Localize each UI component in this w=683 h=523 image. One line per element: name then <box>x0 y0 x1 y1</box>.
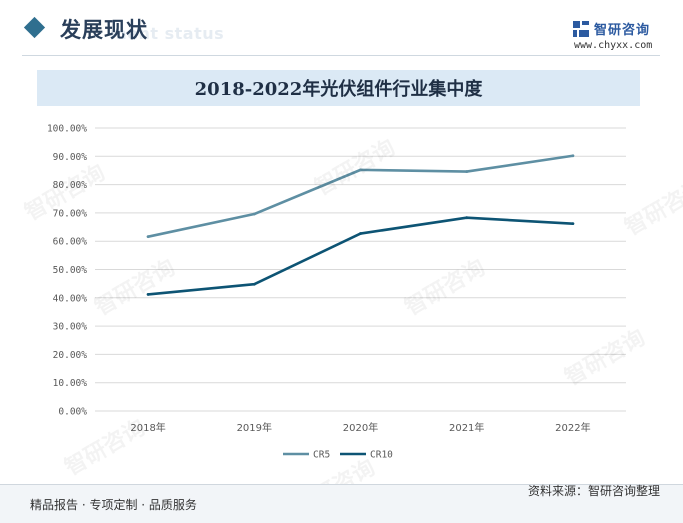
x-tick-label: 2019年 <box>237 421 272 434</box>
y-tick-label: 50.00% <box>53 265 88 276</box>
brand-logo: 智研咨询 <box>572 19 650 38</box>
legend-label-cr5: CR5 <box>313 450 330 461</box>
data-point-cr5 <box>359 168 362 172</box>
data-point-cr5 <box>252 212 256 216</box>
data-point-cr5 <box>465 170 469 173</box>
line-chart: 0.00% 10.00% 20.00% 30.00% 40.00% 50.00% 60.00… <box>47 124 626 461</box>
section-subtitle: ment status <box>110 24 225 43</box>
footer-bar <box>0 485 683 523</box>
x-tick-label: 2021年 <box>449 421 484 434</box>
y-tick-label: 80.00% <box>53 180 88 191</box>
x-tick-label: 2018年 <box>130 421 165 434</box>
y-tick-label: 90.00% <box>53 152 88 163</box>
data-point-cr5 <box>146 235 150 239</box>
footer-tagline: 精品报告 · 专项定制 · 品质服务 <box>30 498 197 512</box>
logo-url: www.chyxx.com <box>574 40 653 51</box>
y-tick-label: 40.00% <box>53 293 88 304</box>
logo-name: 智研咨询 <box>594 23 651 38</box>
header-divider <box>22 55 660 56</box>
y-tick-label: 10.00% <box>53 378 88 389</box>
legend-label-cr10: CR10 <box>370 450 393 461</box>
series-line-cr10 <box>146 216 575 296</box>
logo-icon <box>572 20 590 38</box>
footer-divider <box>0 484 683 485</box>
chart-title-bar: 2018-2022年光伏组件行业集中度 <box>37 70 640 106</box>
diamond-icon <box>23 16 46 39</box>
y-tick-label: 60.00% <box>53 237 88 248</box>
series-line-cr5 <box>146 154 575 238</box>
section-title: 发展现状 <box>60 18 148 42</box>
x-tick-label: 2020年 <box>343 421 378 434</box>
y-tick-label: 0.00% <box>58 407 87 418</box>
y-tick-label: 70.00% <box>53 208 88 219</box>
data-point-cr10 <box>252 282 256 286</box>
data-point-cr10 <box>146 293 150 296</box>
data-point-cr5 <box>571 154 575 158</box>
footer-source: 资料来源：智研咨询整理 <box>527 484 660 498</box>
header: ment status 发展现状 智研咨询 www.chyxx.com <box>0 0 683 60</box>
y-tick-label: 20.00% <box>53 350 88 361</box>
data-point-cr10 <box>465 216 469 220</box>
x-tick-label: 2022年 <box>555 421 590 434</box>
y-tick-label: 100.00% <box>47 124 87 135</box>
data-point-cr10 <box>359 232 362 235</box>
data-point-cr10 <box>571 222 575 226</box>
chart-title: 2018-2022年光伏组件行业集中度 <box>194 79 483 100</box>
y-tick-label: 30.00% <box>53 322 88 333</box>
